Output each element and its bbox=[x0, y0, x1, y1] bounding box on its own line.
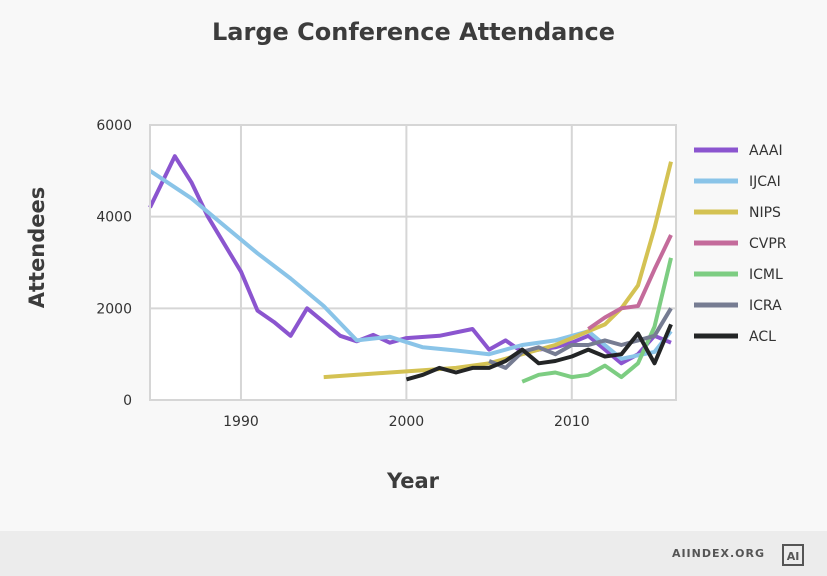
legend-item-icml: ICML bbox=[694, 267, 783, 283]
series-line-aaai bbox=[148, 154, 672, 366]
y-tick-labels: 0 2000 4000 6000 bbox=[96, 118, 132, 409]
x-tick-label: 2000 bbox=[389, 414, 425, 430]
y-tick-label: 6000 bbox=[96, 118, 132, 134]
series-line-acl bbox=[405, 323, 673, 382]
x-axis-title: Year bbox=[386, 469, 440, 493]
legend-label: IJCAI bbox=[749, 174, 781, 190]
legend-label: AAAI bbox=[749, 143, 783, 159]
line-chart: 0 2000 4000 6000 1990 2000 2010 Year Attendee… bbox=[25, 118, 787, 493]
legend-item-acl: ACL bbox=[694, 329, 776, 345]
legend-item-icra: ICRA bbox=[694, 298, 782, 314]
legend-label: NIPS bbox=[749, 205, 781, 221]
legend-item-cvpr: CVPR bbox=[694, 236, 787, 252]
x-tick-label: 2010 bbox=[554, 414, 590, 430]
plot-area bbox=[148, 124, 677, 401]
legend: AAAI IJCAI NIPS CVPR ICML ICRA ACL bbox=[694, 143, 787, 345]
series-line-nips bbox=[323, 161, 673, 380]
footer-bar: AIINDEX.ORG AI bbox=[0, 531, 827, 576]
legend-item-aaai: AAAI bbox=[694, 143, 783, 159]
legend-item-ijcai: IJCAI bbox=[694, 174, 781, 190]
legend-label: ACL bbox=[749, 329, 776, 345]
legend-label: ICML bbox=[749, 267, 783, 283]
legend-label: CVPR bbox=[749, 236, 787, 252]
y-axis-title: Attendees bbox=[25, 187, 49, 309]
y-tick-label: 2000 bbox=[96, 301, 132, 317]
svg-text:AI: AI bbox=[787, 550, 800, 563]
chart-title: Large Conference Attendance bbox=[212, 18, 615, 46]
legend-item-nips: NIPS bbox=[694, 205, 781, 221]
y-tick-label: 4000 bbox=[96, 210, 132, 226]
y-tick-label: 0 bbox=[123, 393, 132, 409]
x-tick-labels: 1990 2000 2010 bbox=[223, 414, 589, 430]
series-lines bbox=[148, 154, 673, 384]
legend-label: ICRA bbox=[749, 298, 782, 314]
source-label: AIINDEX.ORG bbox=[671, 547, 765, 560]
x-tick-label: 1990 bbox=[223, 414, 259, 430]
plot-frame bbox=[149, 124, 677, 401]
series-line-cvpr bbox=[587, 234, 673, 331]
ai-index-logo-icon: AI bbox=[782, 544, 804, 566]
plot-background bbox=[150, 125, 676, 400]
